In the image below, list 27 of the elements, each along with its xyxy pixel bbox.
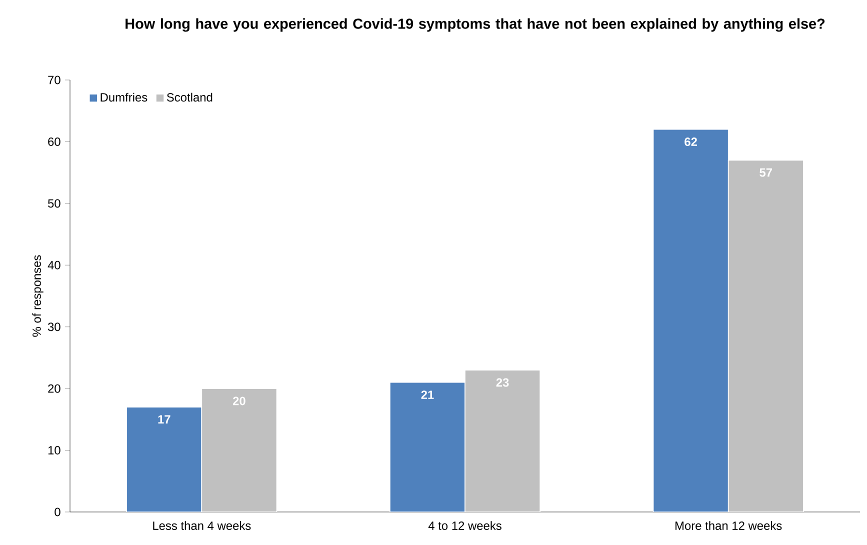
- data-label: 20: [232, 396, 246, 406]
- y-tick-label: 10: [48, 446, 60, 454]
- y-tick-label: 50: [48, 199, 60, 208]
- bar: [728, 160, 804, 512]
- bar: [464, 370, 540, 512]
- data-label: 21: [421, 390, 434, 399]
- y-tick-label: 0: [54, 508, 60, 516]
- y-tick-label: 30: [48, 322, 60, 332]
- legend-label: Dumfries: [100, 92, 148, 102]
- y-tick-label: 70: [48, 76, 60, 84]
- bar: [652, 128, 729, 512]
- y-tick-label: 60: [48, 137, 60, 146]
- y-axis-title: % of responses: [32, 255, 44, 337]
- y-tick-label: 20: [48, 384, 60, 393]
- bar: [201, 388, 278, 512]
- data-label: 57: [760, 168, 772, 177]
- x-tick-label: Less than 4 weeks: [153, 521, 251, 530]
- y-tick-label: 40: [48, 260, 60, 270]
- legend-label: Scotland: [166, 92, 212, 102]
- x-tick-label: More than 12 weeks: [676, 521, 782, 530]
- chart-title: How long have you experienced Covid-19 symptoms that have not been explained by anything else?: [126, 18, 825, 32]
- data-label: 62: [684, 138, 697, 146]
- bar: [126, 406, 202, 512]
- x-tick-label: 4 to 12 weeks: [428, 521, 502, 530]
- data-label: 17: [158, 415, 170, 424]
- data-label: 23: [496, 378, 509, 387]
- bar: [390, 382, 466, 512]
